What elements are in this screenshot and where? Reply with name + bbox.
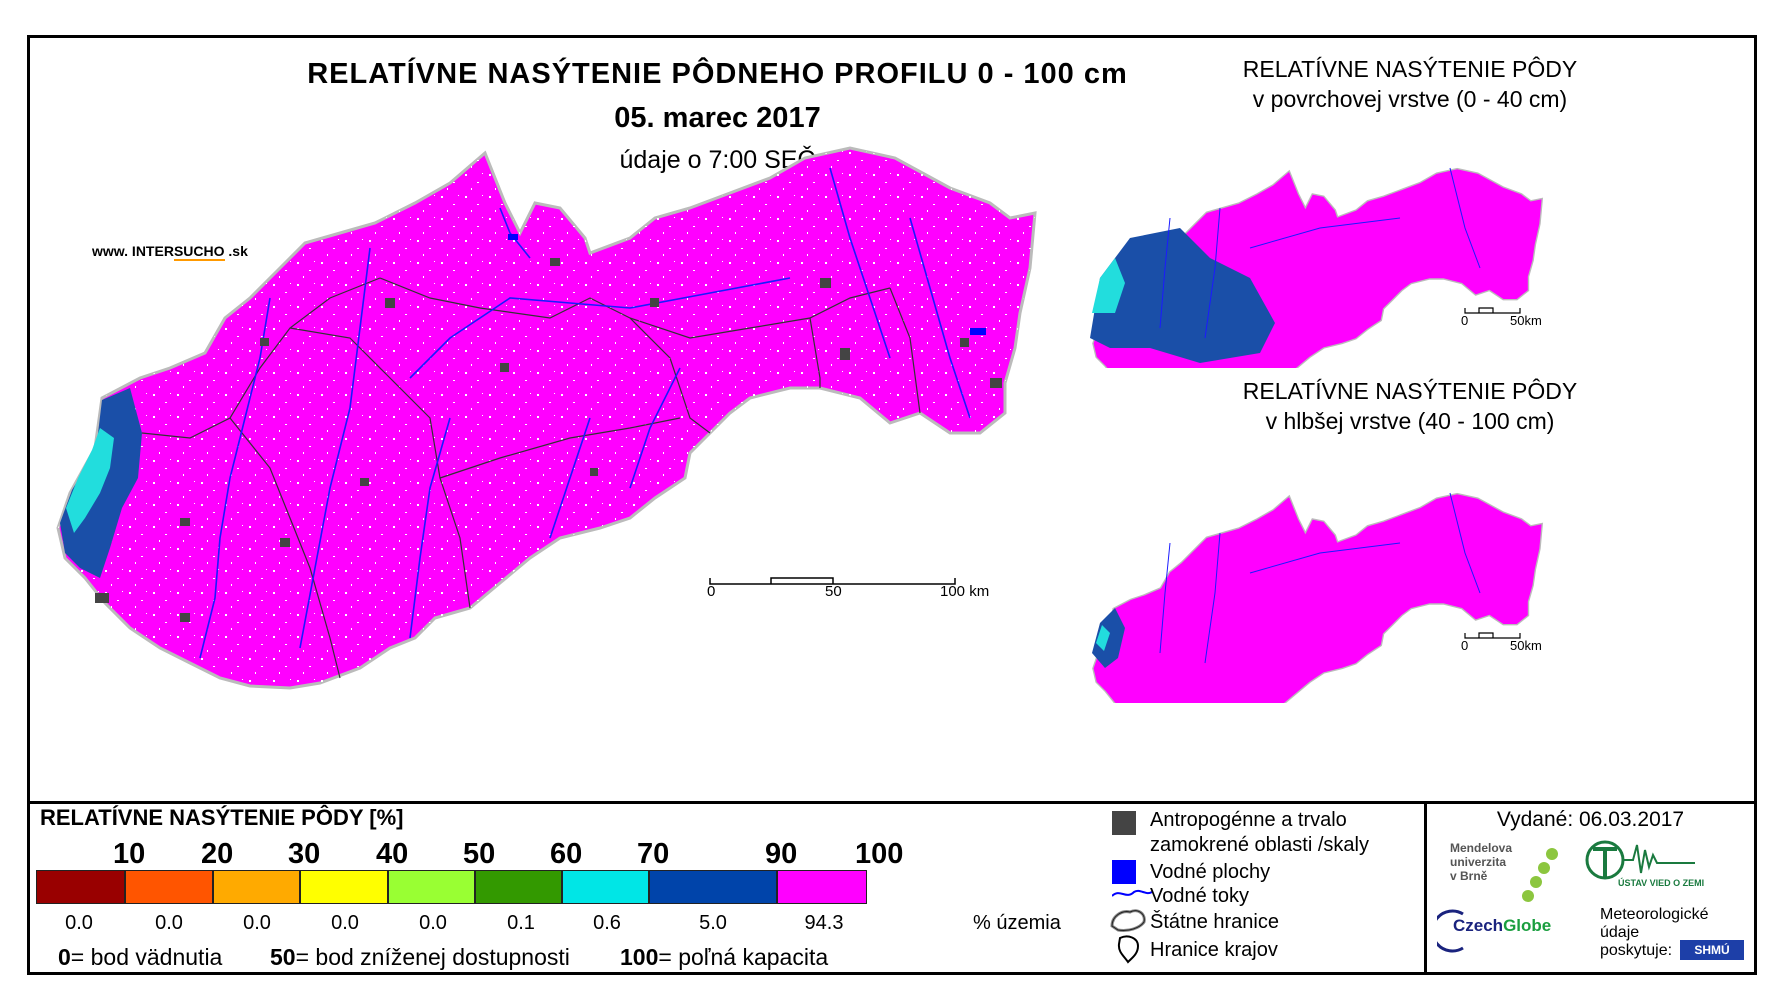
legend-pct-5: 0.1 [507,912,535,934]
cyan-zone [66,428,114,533]
inset2-map [1092,492,1543,703]
website-link[interactable]: www. INTERSUCHO .sk [92,243,248,261]
legend-def-capacity: 100= poľná kapacita [620,944,829,970]
main-scale-50: 50 [825,583,842,600]
map-area: RELATÍVNE NASÝTENIE PÔDNEHO PROFILU 0 - … [30,38,1754,801]
symbol-state-border: Štátne hranice [1150,911,1279,933]
region-border-icon [1117,935,1140,964]
ustav-logo-icon [1585,840,1695,880]
symbol-water-bodies: Vodné plochy [1150,861,1271,883]
main-map [56,146,1037,690]
legend-title: RELATÍVNE NASÝTENIE PÔDY [%] [40,805,404,830]
legend-divider-vertical [1424,801,1427,972]
inset2-scale-0: 0 [1461,638,1469,653]
legend-break-30: 30 [288,838,321,870]
legend-swatch-90-100 [777,870,867,904]
legend-swatch-30-40 [300,870,388,904]
inset1-scale-50: 50km [1510,313,1542,328]
state-border-icon [1110,909,1146,932]
legend-pct-6: 0.6 [593,912,621,934]
main-scale-0: 0 [707,583,716,600]
inset2-scale-bar [1464,632,1521,639]
legend-pct-8: 94.3 [804,912,844,934]
symbol-region-border: Hranice krajov [1150,939,1278,961]
inset1-map [1090,167,1543,368]
legend-pct-1: 0.0 [155,912,183,934]
main-scale-100: 100 km [940,583,990,600]
gray-square-icon [1112,811,1136,835]
inset1-title: RELATÍVNE NASÝTENIE PÔDY v povrchovej vr… [1242,56,1578,112]
map-sheet: RELATÍVNE NASÝTENIE PÔDNEHO PROFILU 0 - … [27,35,1757,975]
legend-break-50: 50 [463,838,496,870]
legend-divider [30,801,1754,804]
map-date: 05. marec 2017 [614,102,821,134]
inset2-title: RELATÍVNE NASÝTENIE PÔDY v hlbšej vrstve… [1242,378,1578,434]
legend-swatch-50-60 [475,870,562,904]
legend-break-100: 100 [855,838,904,870]
inset1-blue-zone [1090,228,1275,363]
symbol-rivers: Vodné toky [1150,885,1249,907]
legend-def-reduced: 50= bod zníženej dostupnosti [270,944,570,970]
legend-def-wilting: 0= bod vädnutia [58,944,223,970]
legend-swatch-40-50 [388,870,475,904]
ustav-logo-text: ÚSTAV VIED O ZEMI [1618,878,1705,888]
legend-break-40: 40 [376,838,409,870]
legend-break-20: 20 [201,838,234,870]
legend-break-60: 60 [550,838,583,870]
czechglobe-logo-icon [1437,909,1464,953]
legend-swatch-10-20 [125,870,213,904]
legend-break-10: 10 [113,838,146,870]
map-title: RELATÍVNE NASÝTENIE PÔDNEHO PROFILU 0 - … [307,58,1128,90]
legend-pct-2: 0.0 [243,912,271,934]
legend-break-70: 70 [637,838,670,870]
shmu-logo: SHMÚ [1680,940,1744,960]
legend-pct-4: 0.0 [419,912,447,934]
issued-date: Vydané: 06.03.2017 [1496,808,1685,831]
meteo-provider-text: Meteorologické údaje poskytuje: [1600,906,1709,959]
inset2-scale-50: 50km [1510,638,1542,653]
symbol-anthropogenic: Antropogénne a trvalo zamokrené oblasti /… [1150,809,1369,856]
legend-percent-unit: % územia [973,912,1061,934]
legend-swatch-0-10 [36,870,125,904]
legend-pct-0: 0.0 [65,912,93,934]
mendel-logo: Mendelova univerzita v Brně [1450,841,1513,883]
legend-swatch-70-90 [649,870,777,904]
czechglobe-logo: CzechGlobe [1453,916,1552,935]
main-scale-bar [709,577,956,585]
legend-swatch-60-70 [562,870,649,904]
inset1-scale-0: 0 [1461,313,1469,328]
river-line-icon [1112,889,1152,897]
mendel-dots-icon [1522,848,1558,902]
legend-pct-3: 0.0 [331,912,359,934]
legend-break-90: 90 [765,838,798,870]
blue-square-icon [1112,860,1136,884]
legend-pct-7: 5.0 [699,912,727,934]
inset1-scale-bar [1464,307,1521,314]
inset2-blue-zone [1092,608,1125,668]
legend-swatch-20-30 [213,870,300,904]
